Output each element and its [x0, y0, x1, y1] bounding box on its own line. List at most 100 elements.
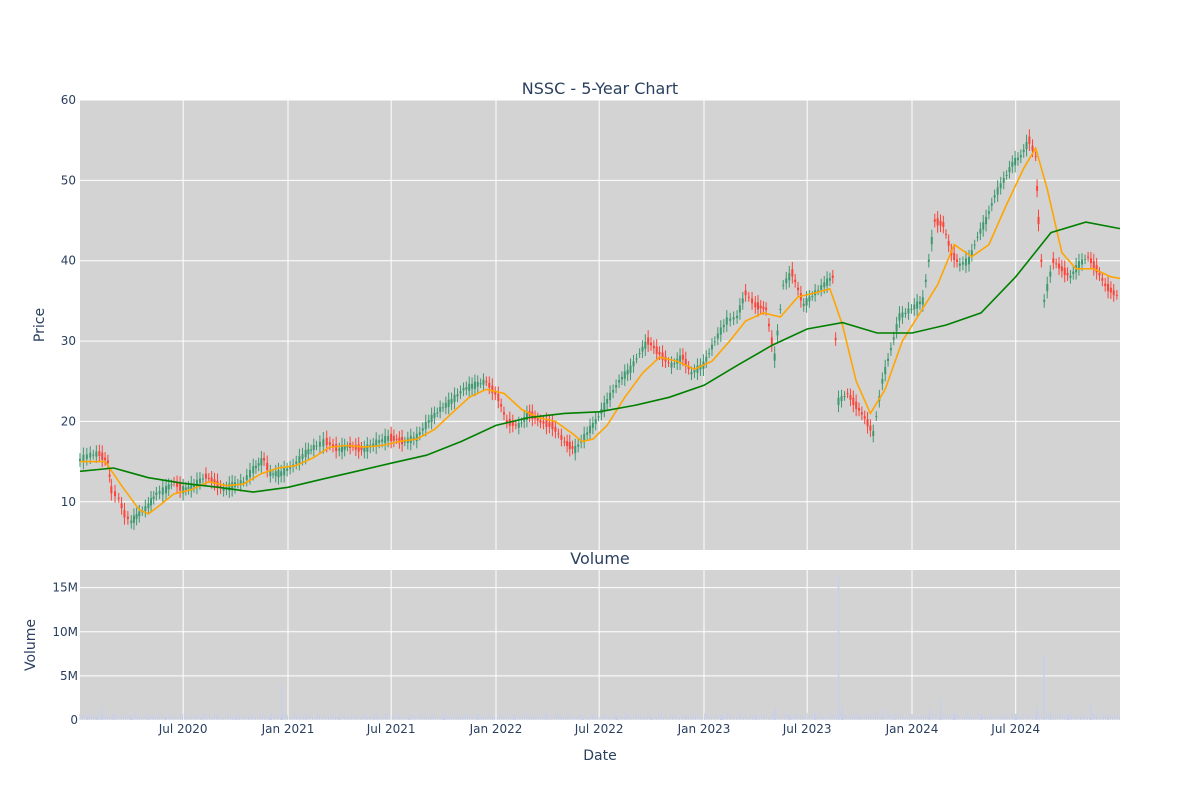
volume-bar	[96, 715, 98, 720]
volume-bar	[193, 714, 195, 720]
volume-bar	[448, 716, 450, 720]
volume-bar	[1004, 715, 1006, 720]
volume-bar	[831, 714, 833, 720]
volume-bar	[444, 714, 446, 720]
volume-bar	[289, 716, 291, 720]
candle-body	[568, 441, 571, 450]
candle-body	[536, 418, 539, 421]
candle-body	[465, 387, 468, 390]
candle-body	[497, 393, 500, 401]
volume-bar	[106, 716, 108, 720]
volume-bar	[234, 717, 237, 720]
volume-bar	[799, 715, 801, 720]
candle-body	[195, 479, 198, 487]
candle-body	[681, 354, 684, 360]
volume-bar	[1036, 706, 1038, 720]
candle-body	[245, 475, 248, 481]
volume-bar	[1091, 713, 1093, 720]
volume-bar	[576, 717, 578, 720]
candle-body	[996, 187, 999, 195]
candle-body	[597, 416, 600, 418]
candle-body	[843, 395, 846, 397]
candle-body	[1025, 141, 1028, 150]
volume-bar	[968, 714, 970, 720]
volume-bar	[773, 706, 776, 720]
volume-bar	[505, 716, 507, 720]
candle-body	[1011, 161, 1014, 167]
candle-body	[987, 211, 990, 214]
candle-body	[589, 425, 592, 434]
volume-bar	[530, 717, 532, 720]
volume-bar	[302, 717, 304, 720]
candle-body	[328, 442, 331, 445]
candle-body	[1002, 177, 1005, 183]
volume-bar	[130, 715, 133, 720]
volume-bar	[1105, 714, 1107, 720]
volume-bar	[1098, 716, 1100, 720]
candle-body	[620, 377, 623, 380]
volume-bar	[574, 716, 576, 720]
volume-bar	[145, 713, 147, 720]
volume-bar	[1071, 714, 1073, 720]
volume-bar	[649, 714, 651, 720]
candle-body	[415, 433, 418, 442]
volume-bar	[706, 714, 708, 720]
volume-y-tick-label: 10M	[52, 625, 78, 639]
candle-body	[921, 297, 924, 305]
volume-bar	[628, 715, 630, 720]
volume-bar	[266, 716, 268, 720]
volume-bar	[86, 716, 89, 720]
candle-body	[744, 290, 747, 296]
candle-body	[852, 397, 855, 405]
volume-bar	[1082, 714, 1084, 720]
volume-bar	[701, 717, 703, 720]
volume-bar	[120, 717, 122, 720]
volume-bar	[859, 716, 861, 720]
candle-body	[1037, 216, 1040, 225]
volume-bar	[674, 715, 676, 720]
candle-body	[340, 444, 343, 453]
volume-bar	[476, 713, 478, 720]
volume-bar	[792, 717, 794, 720]
candle-body	[652, 345, 655, 349]
volume-bar	[729, 714, 731, 720]
candle-body	[826, 278, 829, 286]
volume-bar	[220, 716, 222, 720]
candle-body	[436, 412, 439, 414]
volume-bar	[334, 716, 336, 720]
x-tick-label: Jan 2024	[885, 722, 939, 736]
candle-body	[738, 305, 741, 313]
volume-bar	[758, 717, 760, 720]
volume-bar	[330, 714, 332, 720]
volume-bar	[1096, 715, 1098, 720]
candle-body	[161, 487, 164, 495]
volume-bar	[166, 717, 168, 720]
volume-bar	[720, 714, 723, 720]
candle-body	[485, 381, 488, 383]
volume-bar	[79, 714, 81, 720]
x-tick-label: Jul 2024	[990, 722, 1040, 736]
volume-bar	[277, 716, 279, 720]
candle-body	[351, 446, 354, 448]
volume-bar	[783, 713, 785, 720]
volume-bar	[396, 713, 398, 720]
candle-body	[788, 273, 791, 281]
candle-body	[904, 312, 907, 314]
volume-bar	[307, 714, 309, 720]
candle-body	[447, 399, 450, 407]
volume-bar	[934, 714, 936, 720]
candle-body	[999, 183, 1002, 189]
candle-body	[863, 416, 866, 419]
volume-bar	[1020, 717, 1022, 720]
candle-body	[779, 308, 782, 310]
volume-bar	[650, 716, 653, 720]
volume-bar	[191, 713, 193, 720]
candle-body	[158, 491, 161, 494]
candle-body	[875, 416, 878, 418]
volume-bar	[763, 714, 765, 720]
volume-bar	[587, 717, 589, 720]
volume-bar	[503, 715, 505, 720]
candle-body	[289, 466, 292, 469]
volume-bar	[100, 713, 102, 720]
volume-bar	[223, 717, 225, 720]
